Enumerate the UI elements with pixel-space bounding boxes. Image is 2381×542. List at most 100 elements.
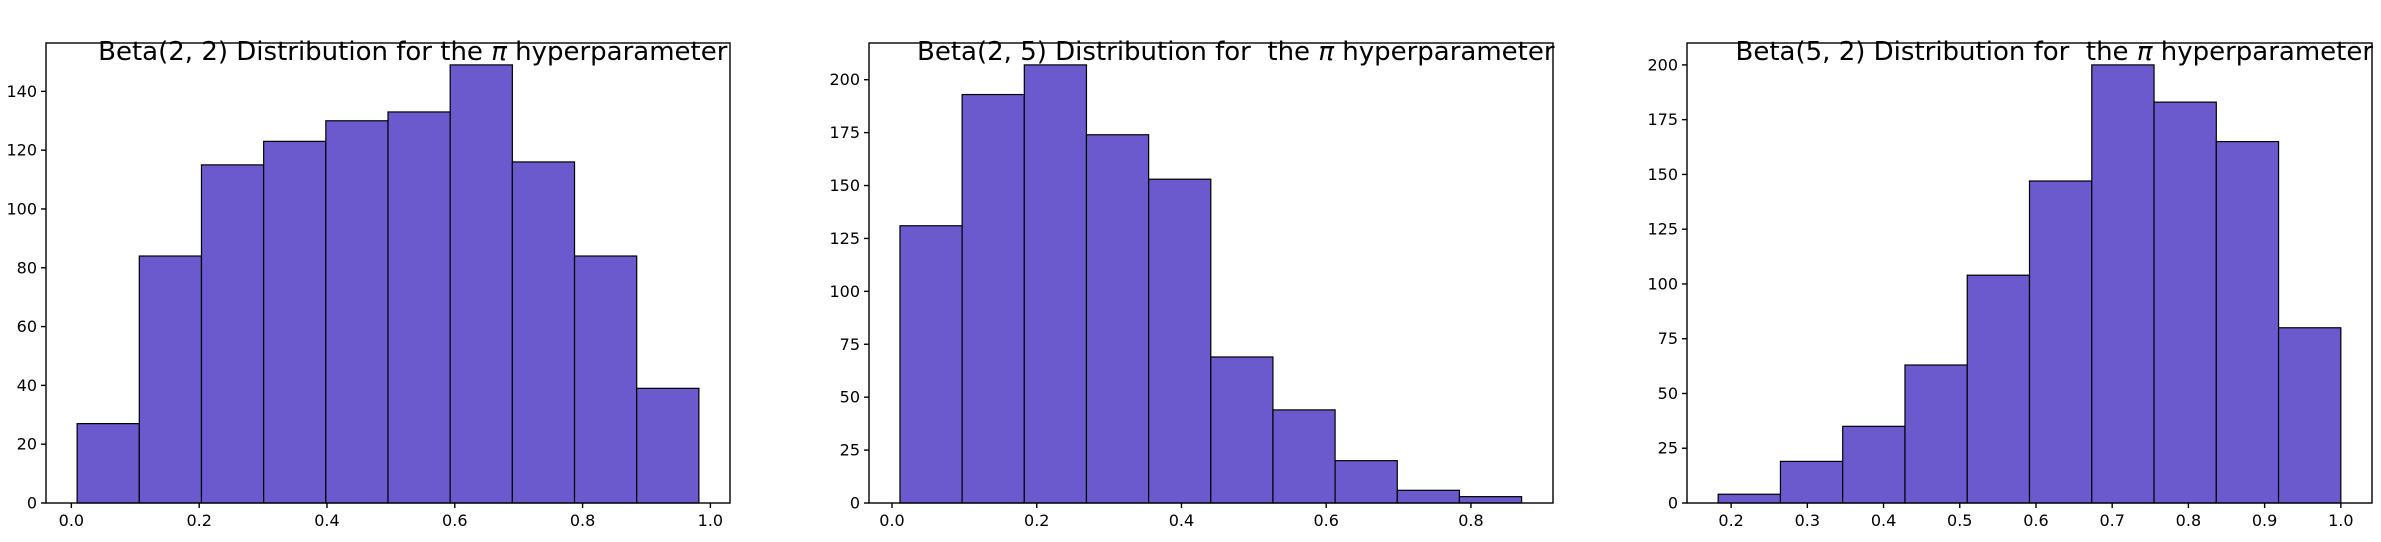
histogram-bar xyxy=(325,120,389,504)
histogram-bar xyxy=(2215,140,2280,504)
y-axis: 0 25 50 75 100 125 150 175 200 xyxy=(829,70,869,513)
bars xyxy=(899,64,1523,504)
chart-title-before: Beta(5, 2) Distribution for the xyxy=(1735,37,2137,67)
chart-title-after: hyperparameter xyxy=(506,37,728,67)
histogram-bar xyxy=(899,225,963,504)
x-tick-label: 0.8 xyxy=(570,511,595,530)
histogram-bar xyxy=(511,161,576,504)
chart-title: Beta(2, 5) Distribution for the π hyperp… xyxy=(867,1,1555,103)
histogram-plot: 0.0 0.2 0.4 0.6 0.8 1.0 0 20 40 60 80 100 120 140 xyxy=(6,42,731,530)
y-tick-label: 200 xyxy=(829,70,860,89)
y-tick-label: 80 xyxy=(17,258,37,277)
histogram-bar xyxy=(449,64,513,504)
x-tick-label: 0.6 xyxy=(1313,511,1338,530)
y-tick-label: 0 xyxy=(1668,494,1678,513)
x-axis: 0.2 0.3 0.4 0.5 0.6 0.7 0.8 0.9 1.0 xyxy=(1718,503,2354,530)
y-tick-label: 25 xyxy=(1658,439,1678,458)
plot-frame xyxy=(1686,42,2373,504)
y-tick-label: 75 xyxy=(1658,329,1678,348)
y-axis: 0 20 40 60 80 100 120 140 xyxy=(6,82,46,513)
x-tick-label: 0.2 xyxy=(1024,511,1049,530)
y-tick-label: 100 xyxy=(6,199,37,218)
y-axis: 0 25 50 75 100 125 150 175 200 xyxy=(1647,55,1687,513)
histogram-plot: 0.2 0.3 0.4 0.5 0.6 0.7 0.8 0.9 1.0 0 25 50 75 100 125… xyxy=(1647,42,2373,530)
histogram-bar xyxy=(2091,64,2155,504)
histogram-bar xyxy=(961,93,1025,504)
histogram-bar xyxy=(636,387,700,504)
plot-frame xyxy=(45,42,731,504)
y-tick-label: 175 xyxy=(829,123,860,142)
chart-beta-5-2: Beta(5, 2) Distribution for the π hyperp… xyxy=(1588,0,2381,538)
y-tick-label: 125 xyxy=(829,229,860,248)
x-tick-label: 0.4 xyxy=(1871,511,1896,530)
x-tick-label: 0.0 xyxy=(879,511,904,530)
y-tick-label: 200 xyxy=(1647,55,1678,74)
histogram-bar xyxy=(1458,496,1523,504)
histogram-bar xyxy=(1334,460,1398,504)
pi-symbol: π xyxy=(491,37,507,67)
x-tick-label: 0.9 xyxy=(2252,511,2277,530)
y-tick-label: 140 xyxy=(6,82,37,101)
chart-title-before: Beta(2, 2) Distribution for the xyxy=(98,37,492,67)
y-tick-label: 150 xyxy=(1647,165,1678,184)
y-tick-label: 60 xyxy=(17,317,37,336)
x-tick-label: 0.4 xyxy=(314,511,339,530)
histogram-bar xyxy=(1842,425,1906,504)
y-tick-label: 75 xyxy=(840,335,860,354)
x-tick-label: 0.6 xyxy=(2023,511,2048,530)
histogram-bar xyxy=(1904,364,1968,504)
histogram-bar xyxy=(1779,460,1844,504)
chart-title: Beta(5, 2) Distribution for the π hyperp… xyxy=(1686,1,2374,103)
histogram-bar xyxy=(263,140,327,504)
x-tick-label: 1.0 xyxy=(698,511,723,530)
y-tick-label: 20 xyxy=(17,435,37,454)
plot-frame xyxy=(868,42,1554,504)
chart-title-after: hyperparameter xyxy=(1333,37,1555,67)
x-tick-label: 0.8 xyxy=(2176,511,2201,530)
bars xyxy=(76,64,700,504)
y-tick-label: 150 xyxy=(829,176,860,195)
y-tick-label: 120 xyxy=(6,141,37,160)
histogram-bar xyxy=(573,255,638,504)
x-tick-label: 0.0 xyxy=(59,511,84,530)
x-axis: 0.0 0.2 0.4 0.6 0.8 1.0 xyxy=(59,503,723,530)
histogram-bar xyxy=(200,164,265,504)
x-tick-label: 0.4 xyxy=(1169,511,1194,530)
histogram-bar xyxy=(2028,180,2093,504)
x-tick-label: 0.7 xyxy=(2099,511,2124,530)
pi-symbol: π xyxy=(1318,37,1334,67)
chart-title: Beta(2, 2) Distribution for the π hyperp… xyxy=(49,1,728,103)
x-tick-label: 0.3 xyxy=(1795,511,1820,530)
histogram-bar xyxy=(1396,489,1461,504)
histogram-bar xyxy=(1210,356,1274,504)
x-tick-label: 1.0 xyxy=(2328,511,2353,530)
x-tick-label: 0.8 xyxy=(1458,511,1483,530)
histogram-bar xyxy=(1023,64,1088,504)
y-tick-label: 50 xyxy=(840,388,860,407)
histogram-bar xyxy=(1272,409,1336,504)
histogram-bar xyxy=(76,423,140,504)
x-tick-label: 0.2 xyxy=(186,511,211,530)
histogram-bar xyxy=(387,111,451,504)
y-tick-label: 40 xyxy=(17,376,37,395)
x-axis: 0.0 0.2 0.4 0.6 0.8 xyxy=(879,503,1484,530)
chart-beta-2-2: Beta(2, 2) Distribution for the π hyperp… xyxy=(0,0,794,538)
histogram-bar xyxy=(1717,493,1782,504)
y-tick-label: 50 xyxy=(1658,384,1678,403)
histogram-plot: 0.0 0.2 0.4 0.6 0.8 0 25 50 75 100 125 150 175 200 xyxy=(829,42,1554,530)
chart-title-before: Beta(2, 5) Distribution for the xyxy=(917,37,1319,67)
histogram-bar xyxy=(1966,274,2031,504)
y-tick-label: 25 xyxy=(840,441,860,460)
y-tick-label: 0 xyxy=(850,494,860,513)
x-tick-label: 0.5 xyxy=(1947,511,1972,530)
chart-beta-2-5: Beta(2, 5) Distribution for the π hyperp… xyxy=(794,0,1588,538)
chart-title-after: hyperparameter xyxy=(2152,37,2374,67)
bars xyxy=(1717,64,2342,504)
x-tick-label: 0.2 xyxy=(1718,511,1743,530)
histogram-bar xyxy=(1085,134,1150,504)
histogram-bar xyxy=(2277,327,2342,504)
x-tick-label: 0.6 xyxy=(442,511,467,530)
histogram-bar xyxy=(1148,178,1212,504)
y-tick-label: 125 xyxy=(1647,220,1678,239)
